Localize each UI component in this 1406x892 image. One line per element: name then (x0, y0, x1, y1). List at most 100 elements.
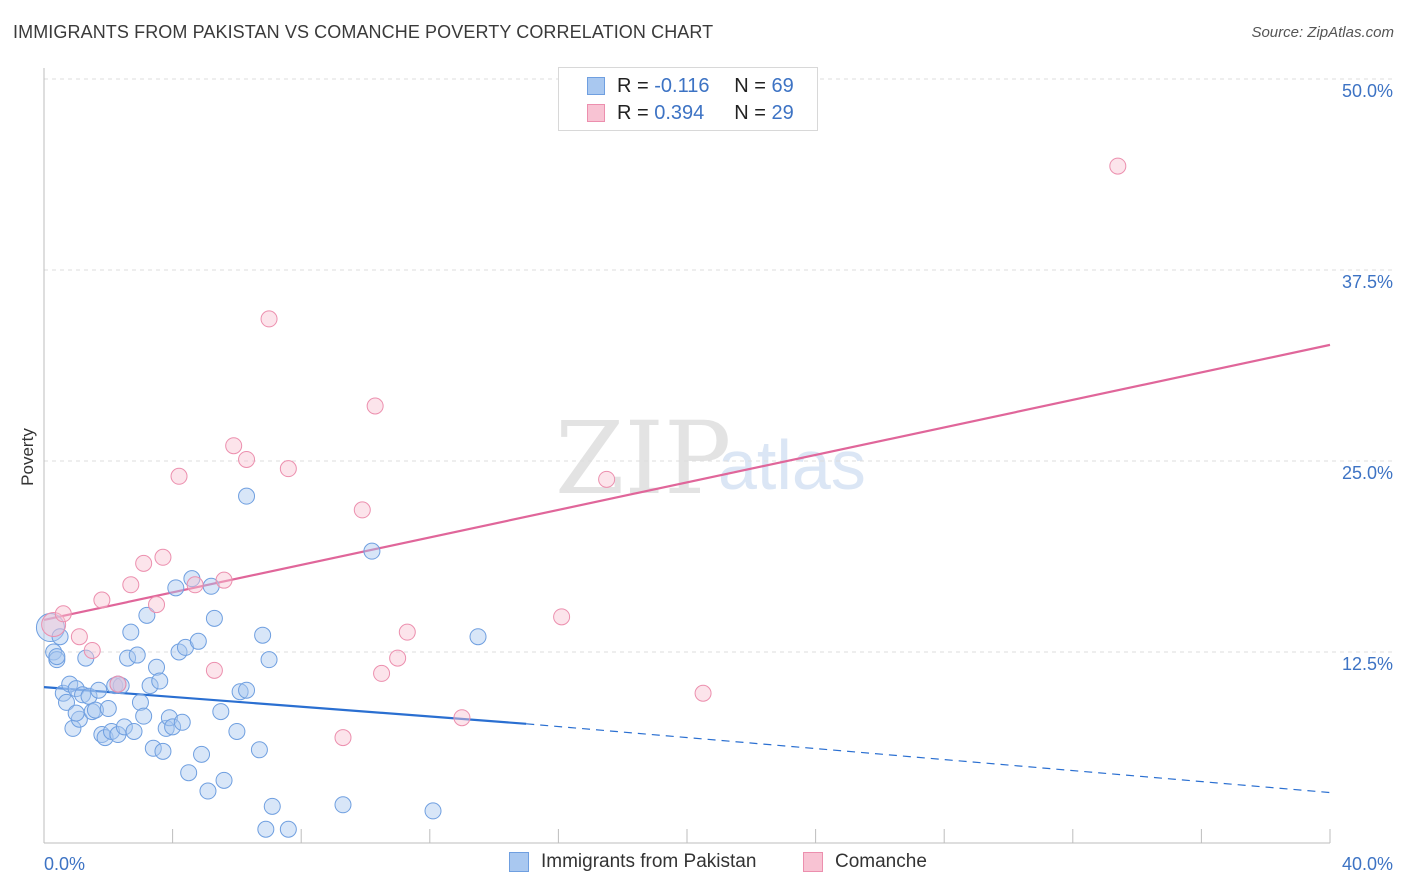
point-comanche (93, 591, 111, 609)
chart-title: IMMIGRANTS FROM PAKISTAN VS COMANCHE POV… (13, 22, 714, 42)
point-pakistan (128, 646, 146, 664)
y-tick-label: 50.0% (1342, 81, 1393, 101)
legend-n-value: 29 (771, 101, 794, 124)
point-pakistan (58, 693, 76, 711)
point-pakistan (334, 796, 352, 814)
point-pakistan (154, 742, 172, 760)
point-pakistan (35, 613, 65, 643)
point-pakistan (199, 782, 217, 800)
point-comanche (260, 310, 278, 328)
point-pakistan (144, 739, 162, 757)
legend-n-label: N = (734, 74, 766, 97)
legend-r-value: 0.394 (654, 101, 705, 124)
x-tick-label: 40.0% (1342, 854, 1393, 874)
point-comanche (154, 548, 172, 566)
point-pakistan (157, 719, 175, 737)
point-comanche (186, 576, 204, 594)
point-comanche (453, 709, 471, 727)
x-tick-label: 0.0% (44, 854, 85, 874)
watermark-zip: ZIP (555, 400, 732, 517)
point-pakistan (74, 686, 92, 704)
point-comanche (83, 641, 101, 659)
point-pakistan (141, 677, 159, 695)
bottom-legend-label: Immigrants from Pakistan (541, 851, 757, 872)
point-comanche (1109, 157, 1127, 175)
stats-legend: R = -0.116 N = 69 R = 0.394 N = 29 (558, 67, 818, 131)
point-comanche (389, 649, 407, 667)
point-pakistan (164, 718, 182, 736)
bottom-legend-label: Comanche (835, 851, 927, 872)
point-pakistan (96, 729, 114, 747)
bottom-legend-pakistan[interactable]: Immigrants from Pakistan (509, 851, 756, 873)
watermark-atlas: atlas (718, 426, 866, 504)
point-comanche (205, 661, 223, 679)
source-note: Source: ZipAtlas.com (1251, 24, 1394, 41)
legend-r-label: R = (617, 101, 649, 124)
point-pakistan (279, 820, 297, 838)
point-pakistan (260, 651, 278, 669)
point-pakistan (215, 771, 233, 789)
legend-row-pakistan: R = -0.116 N = 69 (587, 73, 794, 99)
point-comanche (170, 467, 188, 485)
legend-n-label: N = (734, 101, 766, 124)
point-comanche (41, 611, 67, 637)
point-pakistan (263, 797, 281, 815)
legend-row-comanche: R = 0.394 N = 29 (587, 100, 794, 126)
point-pakistan (193, 745, 211, 763)
y-tick-label: 12.5% (1342, 654, 1393, 674)
point-pakistan (250, 741, 268, 759)
legend-r-value: -0.116 (654, 74, 710, 97)
point-pakistan (138, 606, 156, 624)
point-comanche (398, 623, 416, 641)
point-pakistan (212, 703, 230, 721)
point-pakistan (189, 632, 207, 650)
point-pakistan (122, 623, 140, 641)
point-pakistan (180, 764, 198, 782)
bottom-legend-swatch (803, 852, 823, 872)
point-comanche (225, 437, 243, 455)
point-pakistan (125, 722, 143, 740)
point-comanche (279, 460, 297, 478)
point-pakistan (148, 658, 166, 676)
y-tick-label: 25.0% (1342, 463, 1393, 483)
bottom-legend-swatch (509, 852, 529, 872)
point-pakistan (135, 707, 153, 725)
point-pakistan (160, 709, 178, 727)
point-pakistan (131, 693, 149, 711)
point-pakistan (424, 802, 442, 820)
point-pakistan (257, 820, 275, 838)
point-comanche (70, 628, 88, 646)
point-pakistan (151, 672, 169, 690)
data-points (35, 157, 1127, 838)
point-pakistan (99, 700, 117, 718)
point-pakistan (205, 609, 223, 627)
point-comanche (373, 664, 391, 682)
point-pakistan (238, 681, 256, 699)
point-comanche (553, 608, 571, 626)
axes (43, 68, 1331, 844)
legend-r-label: R = (617, 74, 649, 97)
point-comanche (694, 684, 712, 702)
legend-swatch-pakistan (587, 77, 605, 95)
legend-n-value: 69 (771, 74, 794, 97)
y-axis-title: Poverty (18, 428, 37, 486)
point-pakistan (48, 648, 66, 666)
point-pakistan (228, 722, 246, 740)
point-pakistan (115, 718, 133, 736)
point-comanche (334, 729, 352, 747)
point-pakistan (90, 681, 108, 699)
point-pakistan (67, 704, 85, 722)
legend-swatch-comanche (587, 104, 605, 122)
point-pakistan (86, 701, 104, 719)
point-comanche (353, 501, 371, 519)
point-pakistan (254, 626, 272, 644)
point-pakistan (119, 649, 137, 667)
point-pakistan (469, 628, 487, 646)
point-comanche (366, 397, 384, 415)
trend-line-pakistan-extension (526, 723, 1331, 794)
trend-line-comanche (43, 343, 1331, 621)
bottom-legend-comanche[interactable]: Comanche (803, 851, 927, 873)
point-pakistan (231, 683, 249, 701)
point-comanche (215, 571, 233, 589)
